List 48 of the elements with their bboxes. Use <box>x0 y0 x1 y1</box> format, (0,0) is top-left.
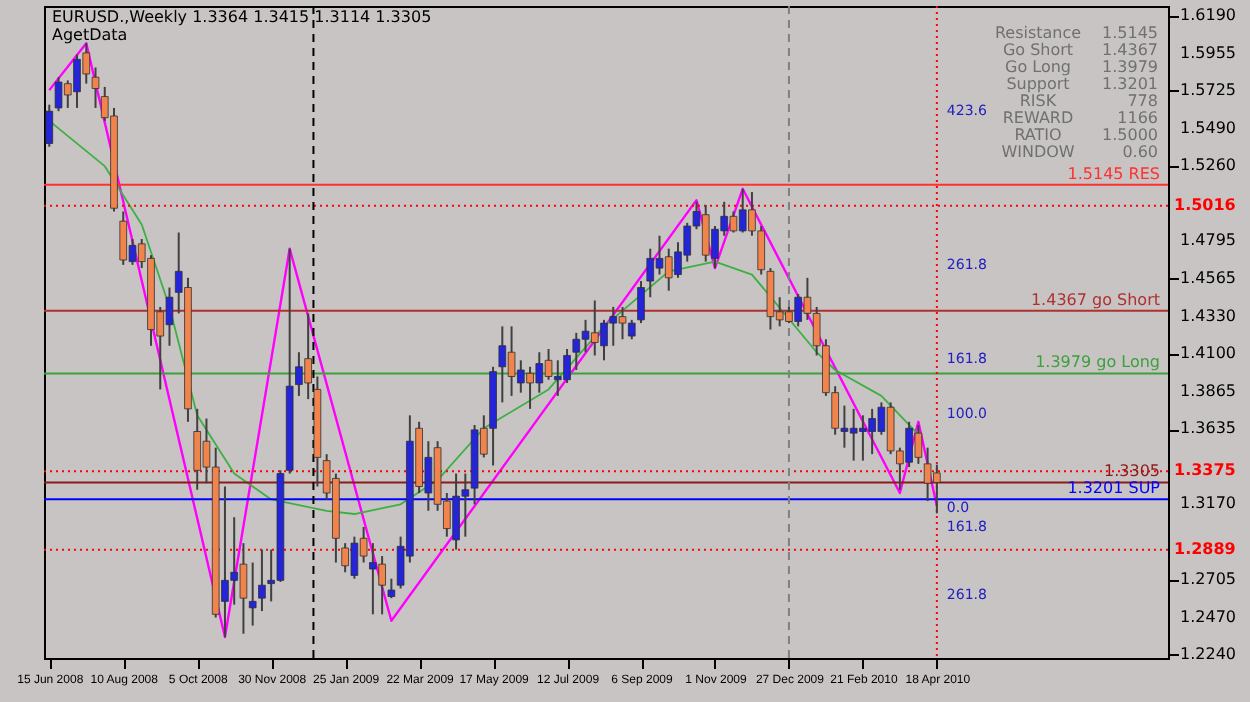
ref-line-label: 1.3375 <box>1174 461 1237 480</box>
line-series <box>48 42 939 639</box>
ref-line-label: 1.3979 go Long <box>1035 353 1160 372</box>
y-tick-label: 1.3635 <box>1180 419 1236 438</box>
candlestick <box>387 577 396 600</box>
annotation: 778 <box>1127 92 1158 110</box>
y-tick-label: 1.5490 <box>1180 118 1236 137</box>
candlestick <box>258 548 266 613</box>
y-tick-label: 1.4330 <box>1180 306 1236 325</box>
candlestick <box>91 66 100 109</box>
annotation: Go Long <box>1005 58 1071 76</box>
y-tick-label: 1.2470 <box>1180 607 1236 626</box>
y-tick-label: 1.2240 <box>1180 644 1236 663</box>
y-tick-label: 1.4565 <box>1180 268 1236 287</box>
ref-line-label: 1.5145 RES <box>1067 164 1160 183</box>
annotation: 1.4367 <box>1102 41 1158 59</box>
annotation: RISK <box>1019 92 1058 110</box>
y-tick-label: 1.2705 <box>1180 569 1236 588</box>
y-tick-label: 1.5955 <box>1180 43 1236 62</box>
annotation: 1.3201 <box>1102 75 1158 93</box>
annotation: Resistance <box>994 24 1082 42</box>
text: AgetData <box>52 26 128 44</box>
annotation: WINDOW <box>1001 143 1075 161</box>
ref-line-label: 1.3305 <box>1104 462 1160 481</box>
y-tick-label: 1.4795 <box>1180 231 1236 250</box>
y-tick-label: 1.6190 <box>1180 5 1236 24</box>
y-tick-label: 1.5725 <box>1180 80 1236 99</box>
annotation: Go Short <box>1002 41 1074 59</box>
annotation: 1166 <box>1117 109 1158 127</box>
ref-line-label: 1.5016 <box>1174 195 1237 214</box>
ref-line-label: 1.2889 <box>1174 539 1237 558</box>
y-tick-label: 1.5260 <box>1180 156 1236 175</box>
candlestick <box>637 280 645 325</box>
ref-line-label: 1.3201 SUP <box>1067 479 1161 498</box>
y-tick-label: 1.3170 <box>1180 494 1236 513</box>
ref-line-label: 1.4367 go Short <box>1030 290 1160 309</box>
annotation: 1.5000 <box>1102 126 1158 144</box>
candlestick <box>45 103 54 148</box>
chart-title: EURUSD.,Weekly 1.3364 1.3415 1.3114 1.3305 <box>52 8 432 26</box>
annotation: RATIO <box>1014 126 1062 144</box>
annotation: 1.3979 <box>1102 58 1158 76</box>
annotation: 0.60 <box>1122 143 1158 161</box>
annotation: Support <box>1006 75 1070 93</box>
y-tick-label: 1.4100 <box>1180 343 1236 362</box>
annotation: REWARD <box>1002 109 1074 127</box>
candlestick <box>248 561 257 627</box>
annotation: 1.5145 <box>1102 24 1158 42</box>
y-tick-label: 1.3865 <box>1180 381 1236 400</box>
